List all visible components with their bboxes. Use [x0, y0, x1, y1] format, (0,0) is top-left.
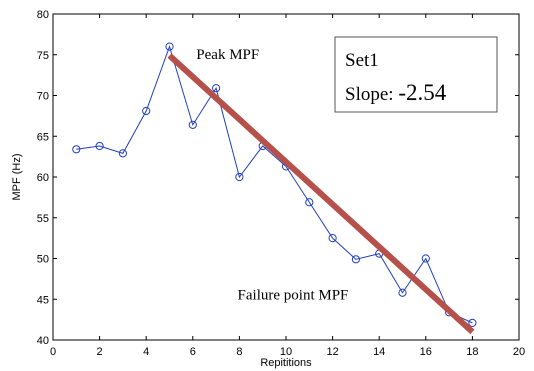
data-point: [212, 84, 221, 93]
annotation-failure-point-mpf: Failure point MPF: [238, 287, 349, 303]
data-point: [398, 288, 407, 297]
x-tick-label: 12: [326, 346, 338, 358]
y-tick-label: 75: [37, 50, 49, 62]
data-point: [118, 149, 128, 158]
y-tick-label: 70: [37, 91, 49, 103]
data-point: [351, 255, 360, 264]
x-tick-label: 10: [280, 346, 292, 358]
y-tick-labels: 40 45 50 55 60 65 70 75 80: [37, 9, 49, 347]
y-tick-label: 50: [37, 254, 49, 266]
y-tick-label: 60: [37, 172, 49, 184]
y-tick-label: 65: [37, 131, 49, 143]
x-tick-label: 6: [190, 346, 196, 358]
data-point: [95, 141, 104, 151]
data-point: [305, 198, 314, 207]
x-axis-label: Repititions: [260, 357, 312, 369]
legend-textbox: [334, 36, 498, 113]
x-tick-label: 8: [236, 346, 242, 358]
data-point: [328, 234, 337, 243]
data-point: [235, 172, 244, 182]
x-tick-label: 18: [466, 346, 478, 358]
series-line: [76, 45, 473, 324]
annotation-peak-mpf: Peak MPF: [196, 47, 259, 63]
data-point: [142, 106, 151, 116]
axis-ticks: [52, 13, 520, 341]
x-tick-label: 4: [143, 346, 149, 358]
trend-line: [167, 53, 475, 335]
y-tick-label: 40: [37, 335, 49, 347]
x-tick-label: 20: [513, 346, 525, 358]
x-tick-labels: 0 2 4 6 8 10 12 14 16 18 20: [50, 346, 525, 358]
data-point: [165, 42, 174, 51]
textbox-slope: Slope: -2.54: [345, 80, 447, 105]
y-tick-label: 55: [37, 213, 49, 225]
y-axis-label: MPF (Hz): [11, 153, 23, 200]
textbox-slope-label: Slope:: [345, 84, 398, 105]
data-point: [72, 145, 81, 154]
x-tick-label: 0: [50, 346, 56, 358]
data-point: [421, 254, 430, 263]
data-point: [188, 120, 197, 129]
textbox-set-label: Set1: [345, 50, 379, 71]
x-tick-label: 16: [420, 346, 432, 358]
y-tick-label: 80: [37, 9, 49, 21]
x-tick-label: 14: [373, 346, 385, 358]
y-tick-label: 45: [37, 294, 49, 306]
data-point: [468, 318, 477, 327]
textbox-slope-value: -2.54: [398, 80, 446, 105]
x-tick-label: 2: [97, 346, 103, 358]
